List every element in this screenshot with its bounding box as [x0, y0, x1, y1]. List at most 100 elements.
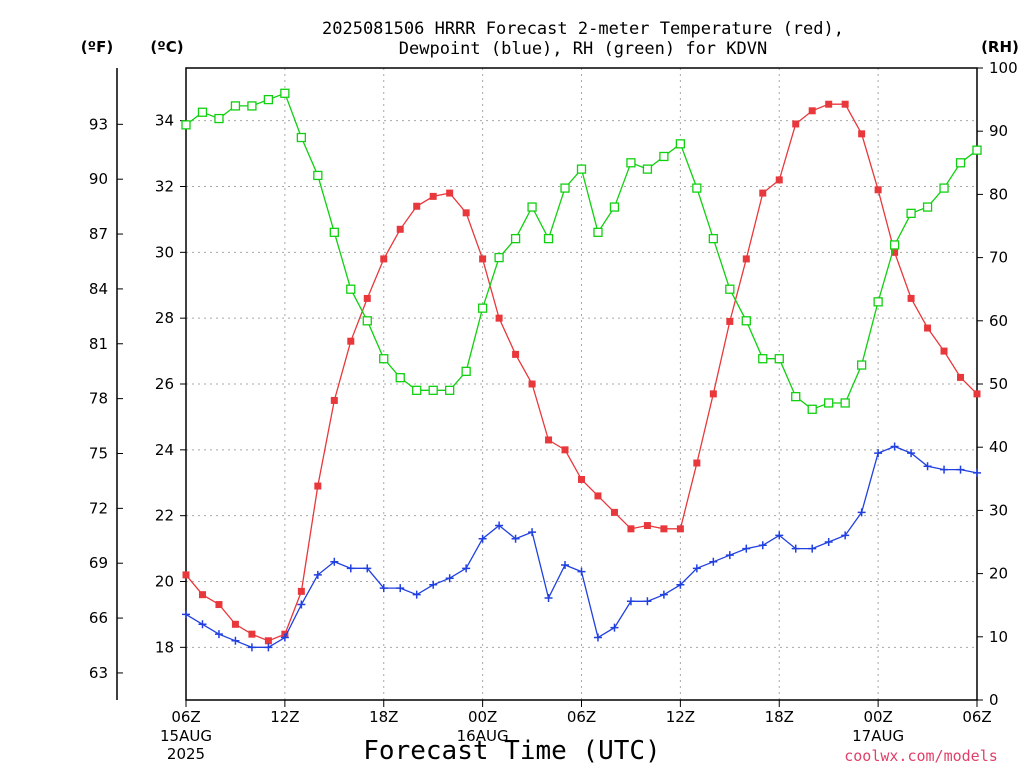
temperature-point — [891, 248, 899, 256]
rh-point — [560, 183, 570, 193]
dewpoint-point — [956, 465, 965, 474]
dewpoint-point — [907, 449, 916, 458]
x-tick-sublabel: 17AUG — [852, 727, 904, 745]
fahrenheit-tick-label: 66 — [89, 609, 108, 627]
temperature-point — [726, 317, 734, 325]
dewpoint-point — [247, 643, 256, 652]
dewpoint-point — [676, 580, 685, 589]
fahrenheit-tick-label: 90 — [89, 170, 108, 188]
axis-ticks: 18 20 22 24 26 28 30 32 34 63 66 69 72 75 78 81 84 87 90 93… — [89, 59, 1018, 763]
rh-point — [741, 316, 751, 326]
rh-point — [889, 240, 900, 250]
rh-point — [642, 164, 653, 174]
celsius-tick-label: 22 — [155, 507, 174, 525]
rh-point — [181, 120, 191, 130]
rh-point — [395, 373, 405, 383]
rh-point — [543, 233, 554, 244]
celsius-tick-label: 18 — [155, 638, 174, 656]
temperature-point — [973, 390, 981, 398]
dewpoint-point — [214, 630, 223, 639]
dewpoint-point — [429, 580, 438, 589]
fahrenheit-tick-label: 72 — [89, 499, 108, 517]
dewpoint-point — [923, 462, 932, 471]
celsius-tick-label: 20 — [155, 573, 174, 591]
temperature-point — [446, 189, 454, 197]
temperature-point — [808, 107, 816, 115]
dewpoint-point — [841, 531, 850, 540]
rh-tick-label: 50 — [989, 375, 1008, 393]
rh-point — [197, 107, 208, 117]
dewpoint-point — [396, 584, 405, 593]
temperature-point — [561, 446, 569, 454]
dewpoint-point — [808, 544, 817, 553]
rh-point — [362, 316, 372, 326]
rh-tick-label: 30 — [989, 501, 1008, 519]
credit-text: coolwx.com/models — [844, 747, 998, 765]
temperature-point — [231, 620, 239, 628]
temperature-point — [594, 492, 602, 500]
x-tick-sublabel: 15AUG — [160, 727, 212, 745]
rh-tick-label: 20 — [989, 565, 1008, 583]
x-tick-label: 12Z — [666, 708, 695, 726]
rh-point — [626, 158, 636, 168]
celsius-tick-label: 32 — [155, 178, 174, 196]
temperature-point — [660, 525, 668, 533]
rh-point — [840, 398, 850, 408]
dewpoint-point — [791, 544, 800, 553]
dewpoint-point — [973, 468, 981, 477]
rh-point — [939, 183, 949, 193]
dewpoint-point — [561, 561, 570, 570]
temperature-point — [907, 294, 915, 302]
temperature-point — [841, 100, 849, 108]
rh-point — [922, 202, 933, 212]
dewpoint-point — [313, 570, 322, 579]
temperature-point — [578, 475, 585, 483]
rh-tick-label: 60 — [989, 312, 1008, 330]
dewpoint-point — [445, 574, 454, 583]
temperature-point — [792, 120, 800, 128]
rh-point — [263, 94, 274, 105]
dewpoint-point — [544, 593, 553, 602]
x-tick-label: 00Z — [468, 708, 497, 726]
rh-point — [609, 202, 620, 212]
dewpoint-point — [709, 557, 718, 566]
dewpoint-point — [478, 534, 487, 543]
rh-tick-label: 70 — [989, 249, 1008, 267]
temperature-point — [248, 630, 256, 638]
rh-point — [247, 101, 257, 111]
rh-unit-label: (RH) — [981, 38, 1019, 56]
rh-point — [296, 132, 307, 143]
x-tick-label: 18Z — [765, 708, 794, 726]
rh-point — [428, 385, 438, 395]
temperature-point — [610, 508, 618, 516]
temperature-point — [182, 571, 190, 579]
temperature-point — [759, 189, 767, 197]
rh-point — [445, 385, 455, 395]
rh-point — [379, 354, 389, 364]
celsius-tick-label: 28 — [155, 309, 174, 327]
temperature-point — [545, 436, 553, 444]
dewpoint-point — [940, 465, 949, 474]
temperature-point — [528, 380, 536, 388]
rh-point — [955, 158, 966, 168]
temperature-point — [396, 225, 404, 233]
temperature-point — [314, 482, 322, 490]
fahrenheit-tick-label: 63 — [89, 664, 108, 682]
dewpoint-point — [379, 584, 388, 593]
rh-point — [510, 233, 521, 244]
rh-point — [807, 404, 817, 414]
temperature-point — [858, 130, 866, 138]
temperature-point — [693, 459, 701, 467]
dewpoint-point — [577, 567, 586, 576]
rh-point — [527, 202, 537, 212]
dewpoint-point — [182, 610, 190, 619]
fahrenheit-unit-label: (ºF) — [81, 38, 113, 56]
dewpoint-point — [462, 564, 471, 573]
rh-point — [412, 385, 422, 395]
dewpoint-point — [346, 564, 355, 573]
temperature-point — [495, 314, 503, 322]
x-tick-label: 06Z — [962, 708, 991, 726]
temperature-point — [742, 255, 750, 263]
dewpoint-point — [725, 551, 734, 560]
dewpoint-point — [775, 531, 784, 540]
